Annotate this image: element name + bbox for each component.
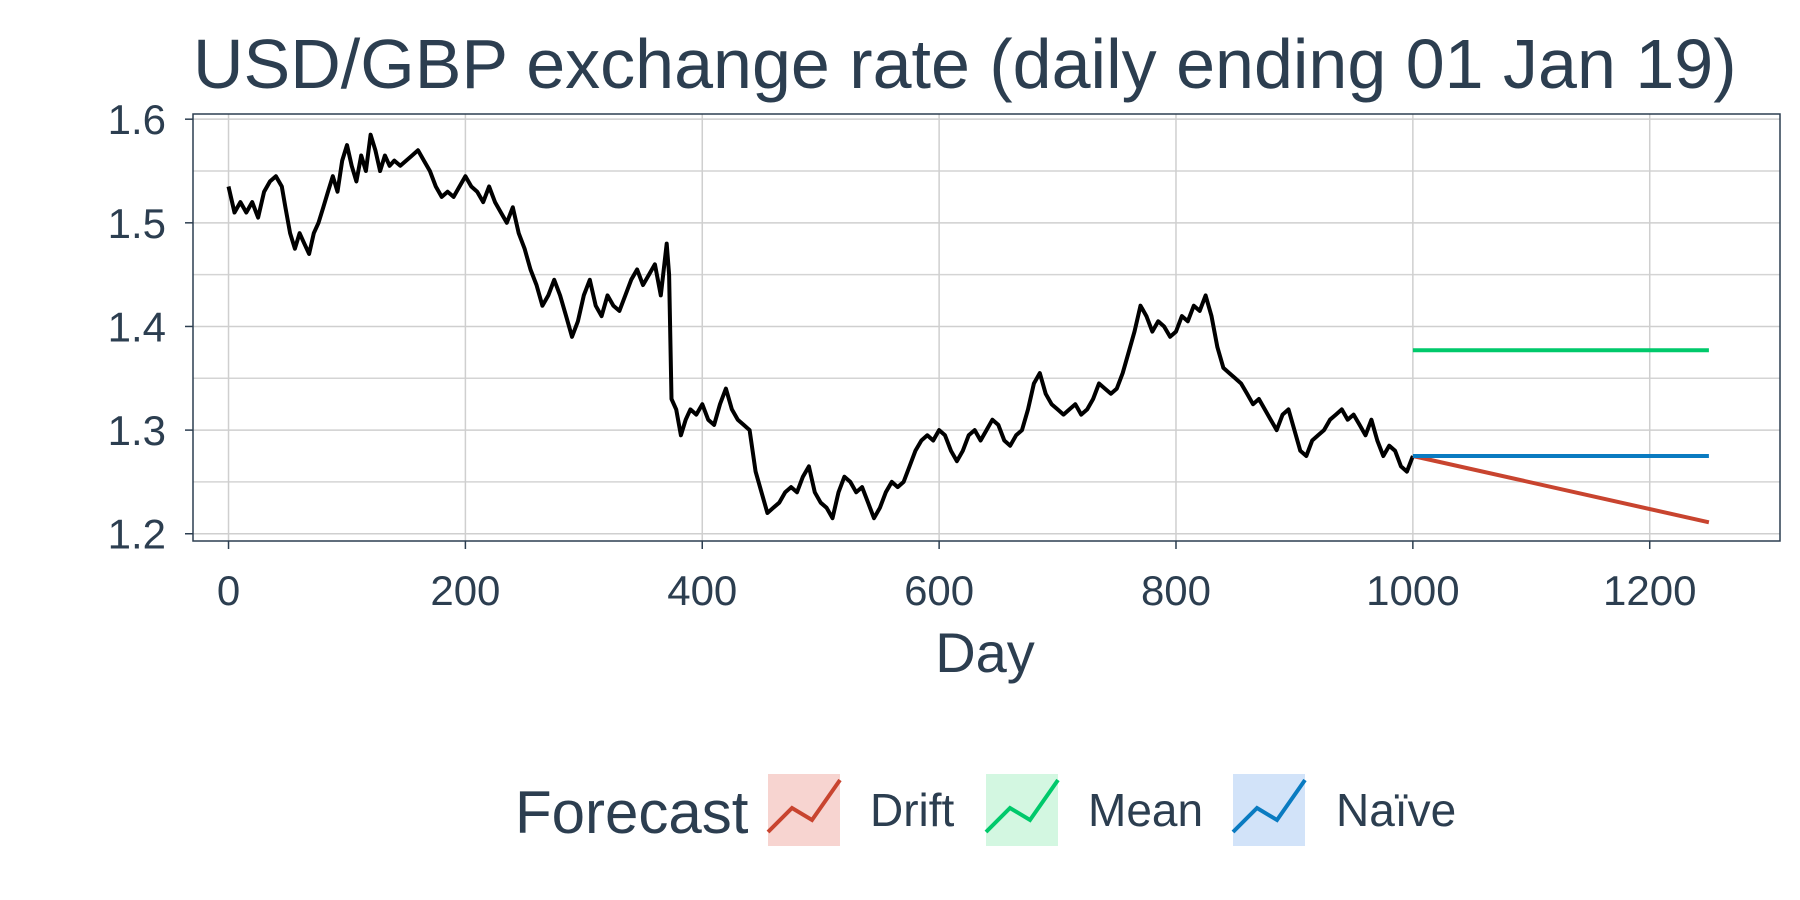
x-axis-title: Day — [935, 621, 1035, 684]
chart-title: USD/GBP exchange rate (daily ending 01 J… — [193, 25, 1737, 103]
y-tick-label: 1.3 — [108, 407, 166, 454]
x-tick-label: 800 — [1141, 567, 1211, 614]
legend-swatch-drift — [768, 774, 840, 846]
x-tick-label: 1000 — [1366, 567, 1459, 614]
legend-label-mean: Mean — [1088, 784, 1203, 836]
x-tick-label: 0 — [217, 567, 240, 614]
y-tick-label: 1.4 — [108, 303, 166, 350]
x-tick-label: 1200 — [1603, 567, 1696, 614]
y-tick-label: 1.5 — [108, 200, 166, 247]
y-tick-label: 1.2 — [108, 511, 166, 558]
axis-layer: 0 200 400 600 800 1000 1200 1.2 1.3 1.4 1.5 1.6 — [108, 96, 1697, 614]
y-tick-label: 1.6 — [108, 96, 166, 143]
x-tick-label: 600 — [904, 567, 974, 614]
observed-series-line — [226, 132, 1415, 521]
legend-key-line-drift — [766, 778, 842, 834]
legend-label-drift: Drift — [870, 784, 955, 836]
legend-key-line-mean — [984, 778, 1060, 834]
forecast-line-drift — [1412, 454, 1710, 525]
legend-label-nave: Naïve — [1336, 784, 1456, 836]
plot-frame — [192, 113, 1781, 542]
x-tick-label: 200 — [430, 567, 500, 614]
legend-swatch-nave — [1233, 774, 1305, 846]
legend-key-line-nave — [1231, 778, 1307, 834]
data-layer — [226, 132, 1710, 525]
legend-swatch-mean — [986, 774, 1058, 846]
legend: Forecast Drift Mean Naïve — [515, 774, 1456, 846]
legend-title: Forecast — [515, 779, 749, 846]
x-tick-label: 400 — [667, 567, 737, 614]
